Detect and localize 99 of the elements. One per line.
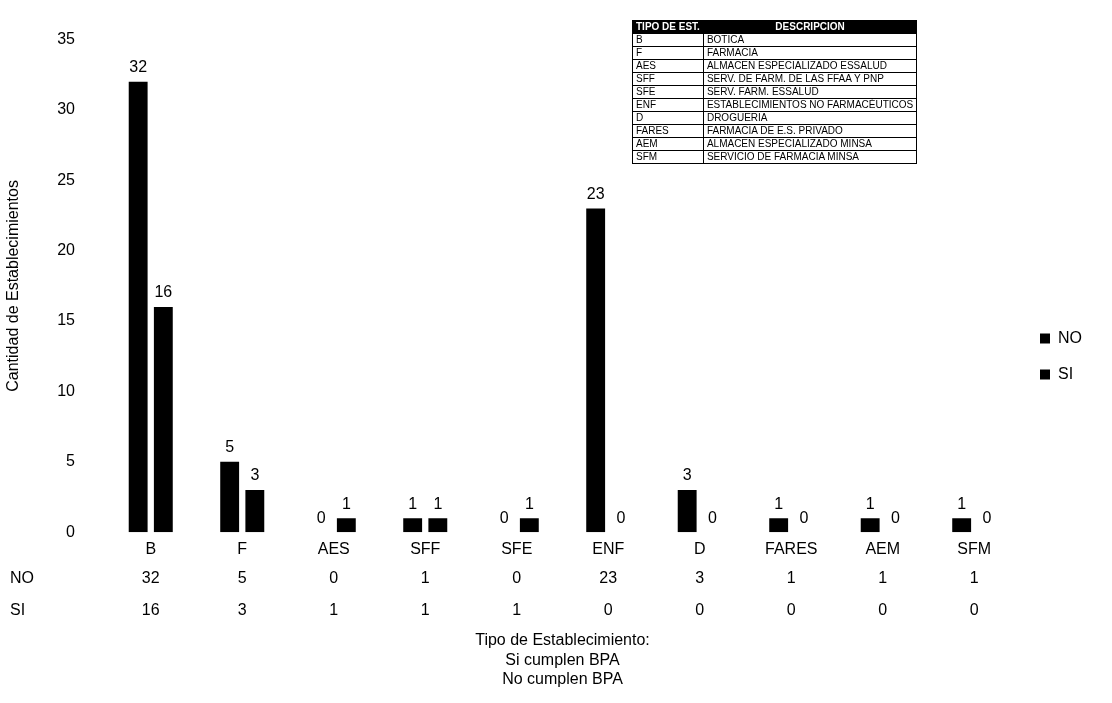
text: 32 [141, 568, 160, 586]
annotation: F [632, 46, 704, 60]
data-label: 0 [616, 508, 626, 526]
text: 0 [878, 600, 888, 618]
data-label: 1 [774, 494, 784, 512]
bar [586, 208, 606, 533]
x-tick-label: AES [317, 540, 350, 558]
annotation: ALMACEN ESPECIALIZADO MINSA [703, 137, 917, 151]
x-tick-label: SFF [410, 540, 441, 558]
x-tick-label: FARES [765, 540, 818, 558]
text: 5 [237, 568, 247, 586]
y-tick-label: 0 [66, 522, 76, 540]
data-label: 3 [682, 466, 692, 484]
text: 1 [329, 600, 339, 618]
annotation: BOTICA [703, 33, 917, 47]
text: DESCRIPCION [703, 20, 917, 34]
annotation: AES [632, 59, 704, 73]
y-axis-title: Cantidad de Establecimientos [4, 180, 22, 392]
data-label: 1 [433, 494, 443, 512]
bar [677, 489, 697, 533]
x-tick-label: ENF [592, 540, 625, 558]
text: 1 [969, 568, 979, 586]
x-tick-label: AEM [865, 540, 901, 558]
annotation: FARES [632, 124, 704, 138]
bar [403, 518, 423, 533]
data-label: 5 [225, 438, 235, 456]
y-tick-label: 5 [66, 452, 76, 470]
data-label: 0 [799, 508, 809, 526]
annotation: ALMACEN ESPECIALIZADO ESSALUD [703, 59, 917, 73]
data-label: 0 [707, 508, 717, 526]
x-tick-label: D [693, 540, 706, 558]
legend-label: NO [1058, 328, 1082, 346]
text: NO [10, 568, 34, 586]
data-label: 0 [890, 508, 900, 526]
annotation: FARMACIA DE E.S. PRIVADO [703, 124, 917, 138]
text: 0 [512, 568, 522, 586]
text: 1 [420, 600, 430, 618]
text: 0 [603, 600, 613, 618]
text: 0 [695, 600, 705, 618]
x-tick-label: SFM [957, 540, 992, 558]
annotation: ESTABLECIMIENTOS NO FARMACÉUTICOS [703, 98, 917, 112]
legend-label: SI [1058, 364, 1074, 382]
annotation: SFE [632, 85, 704, 99]
bar [519, 518, 539, 533]
data-label: 16 [154, 283, 173, 301]
y-tick-label: 25 [57, 170, 76, 188]
text: 1 [420, 568, 430, 586]
text: 3 [237, 600, 247, 618]
text: 1 [786, 568, 796, 586]
data-label: 0 [982, 508, 992, 526]
text: 16 [141, 600, 160, 618]
annotation: SFF [632, 72, 704, 86]
text: 0 [329, 568, 339, 586]
y-tick-label: 10 [57, 381, 76, 399]
bar [128, 81, 148, 533]
annotation: D [632, 111, 704, 125]
bar [769, 518, 789, 533]
bar [220, 461, 240, 533]
data-label: 3 [250, 466, 260, 484]
text: 0 [969, 600, 979, 618]
annotation: ENF [632, 98, 704, 112]
text: SI [10, 600, 26, 618]
data-label: 1 [957, 494, 967, 512]
y-tick-label: 35 [57, 30, 76, 48]
data-label: 0 [499, 508, 509, 526]
x-tick-label: B [145, 540, 157, 558]
y-tick-label: 20 [57, 241, 76, 259]
bar [952, 518, 972, 533]
data-label: 1 [408, 494, 418, 512]
data-label: 1 [865, 494, 875, 512]
annotation: AEM [632, 137, 704, 151]
y-tick-label: 30 [57, 100, 76, 118]
bar [245, 489, 265, 533]
annotation: SFM [632, 150, 704, 164]
text: 1 [512, 600, 522, 618]
annotation: SERV. DE FARM. DE LAS FFAA Y PNP [703, 72, 917, 86]
text: TIPO DE EST. [632, 20, 704, 34]
text: 0 [786, 600, 796, 618]
text: 1 [878, 568, 888, 586]
data-label: 1 [524, 494, 534, 512]
x-tick-label: SFE [501, 540, 533, 558]
bar [153, 307, 173, 533]
data-label: 1 [341, 494, 351, 512]
y-tick-label: 15 [57, 311, 76, 329]
annotation: SERV. FARM. ESSALUD [703, 85, 917, 99]
bar [860, 518, 880, 533]
data-label: 0 [316, 508, 326, 526]
bar [336, 518, 356, 533]
annotation: SERVICIO DE FARMACIA MINSA [703, 150, 917, 164]
text: 3 [695, 568, 705, 586]
x-axis-title: Tipo de Establecimiento: Si cumplen BPA No cumplen BPA [475, 631, 650, 687]
text: 23 [599, 568, 618, 586]
annotation: DROGUERIA [703, 111, 917, 125]
x-tick-label: F [237, 540, 248, 558]
annotation: FARMACIA [703, 46, 917, 60]
bar [428, 518, 448, 533]
data-label: 23 [586, 184, 605, 202]
data-label: 32 [129, 58, 148, 76]
annotation: B [632, 33, 704, 47]
